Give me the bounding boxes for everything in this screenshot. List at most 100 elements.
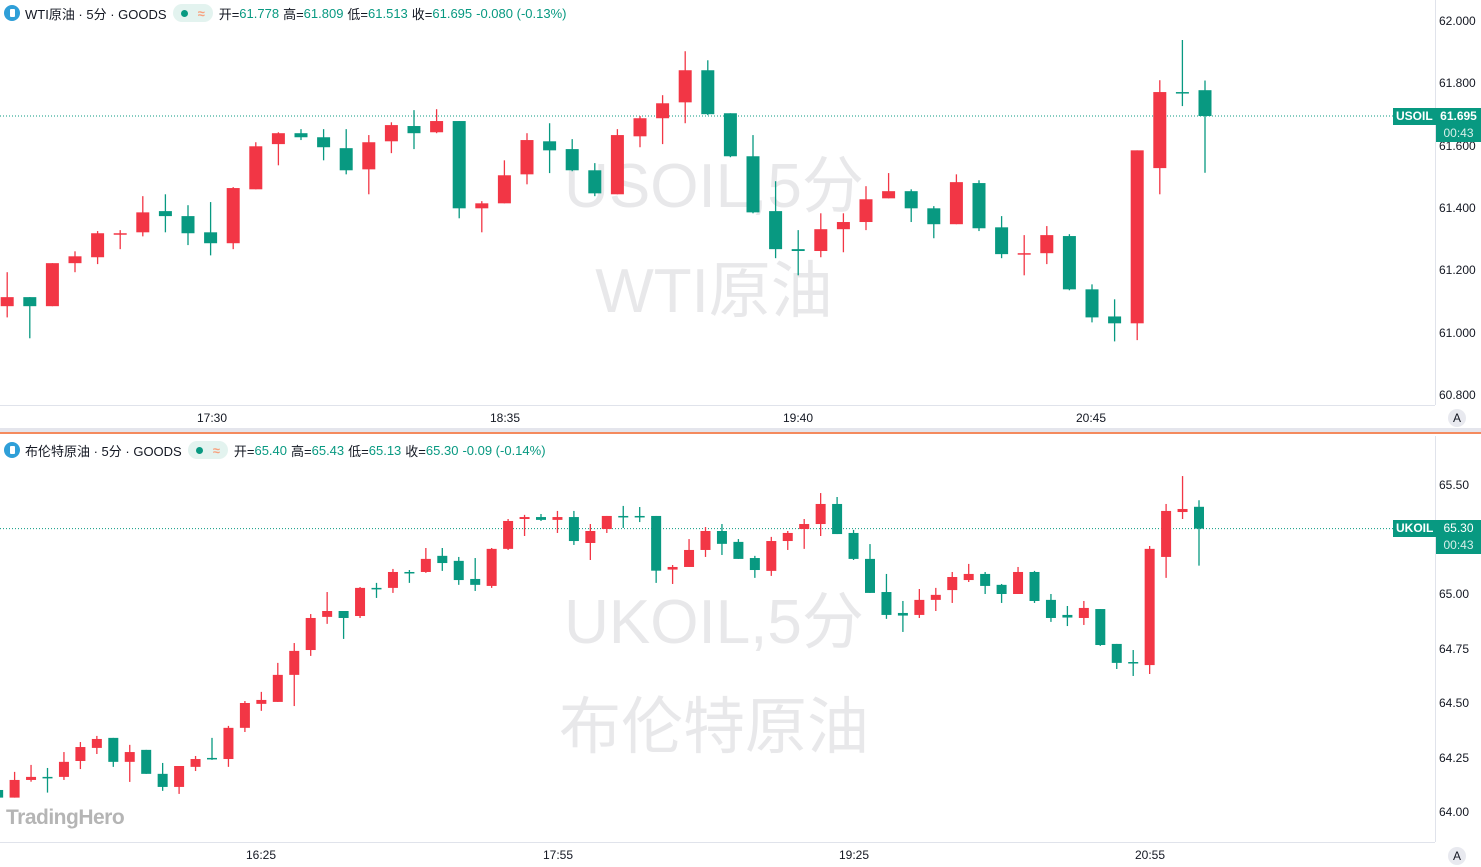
candle-up[interactable] [91,735,102,755]
candle-down[interactable] [470,558,481,591]
candle-up[interactable] [1017,235,1031,276]
candle-up[interactable] [782,530,793,550]
candle-down[interactable] [716,524,727,555]
candle-down[interactable] [996,583,1007,603]
market-status-pill[interactable]: ≈ [187,441,228,459]
candle-down[interactable] [437,548,448,571]
candle-up[interactable] [700,527,711,557]
candle-up[interactable] [226,187,240,250]
candle-up[interactable] [124,744,135,782]
candle-down[interactable] [634,507,645,523]
candle-down[interactable] [42,767,53,793]
brent-chart-pane[interactable]: UKOIL,5分 布伦特原油 65.50 65.00 64.75 64.50 64.25… [0,436,1481,842]
candle-up[interactable] [667,565,678,584]
candle-down[interactable] [453,556,464,585]
candle-up[interactable] [1153,80,1167,195]
candle-up[interactable] [190,755,201,772]
candle-up[interactable] [223,725,234,767]
candle-down[interactable] [181,205,195,246]
candle-down[interactable] [588,163,602,197]
candle-up[interactable] [136,196,150,237]
candle-up[interactable] [799,519,810,549]
candle-down[interactable] [371,582,382,598]
candle-down[interactable] [1085,284,1099,323]
candle-down[interactable] [1111,643,1122,669]
candle-down[interactable] [1062,234,1076,291]
candle-down[interactable] [1045,594,1056,622]
candle-down[interactable] [723,113,737,158]
wti-candlestick-chart[interactable] [0,0,1435,405]
candle-up[interactable] [497,160,511,204]
candle-down[interactable] [338,611,349,639]
candle-up[interactable] [239,701,250,732]
candle-down[interactable] [769,181,783,259]
candle-up[interactable] [1130,150,1144,341]
candle-down[interactable] [1095,609,1106,646]
candle-down[interactable] [0,789,4,798]
candle-up[interactable] [75,742,86,770]
candle-up[interactable] [174,766,185,794]
candle-up[interactable] [45,263,59,307]
candle-down[interactable] [1062,605,1073,627]
candle-down[interactable] [407,110,421,150]
candle-down[interactable] [157,762,168,791]
candle-down[interactable] [733,539,744,559]
candle-up[interactable] [930,587,941,612]
candle-down[interactable] [701,60,715,116]
candle-up[interactable] [430,109,444,134]
candle-down[interactable] [897,600,908,632]
candle-up[interactable] [519,514,530,537]
candle-up[interactable] [949,174,963,225]
candle-up[interactable] [766,536,777,576]
candle-up[interactable] [91,231,105,265]
candle-up[interactable] [610,129,624,195]
candle-down[interactable] [565,139,579,172]
candle-down[interactable] [23,297,37,339]
candle-down[interactable] [746,135,760,214]
candle-down[interactable] [339,129,353,175]
candle-up[interactable] [520,133,534,185]
candle-up[interactable] [355,587,366,618]
candle-up[interactable] [420,548,431,573]
candle-down[interactable] [207,737,217,760]
candle-down[interactable] [536,513,546,521]
candle-down[interactable] [749,555,760,578]
candle-down[interactable] [848,529,859,560]
candle-up[interactable] [678,51,692,124]
candle-down[interactable] [832,496,843,535]
candle-down[interactable] [980,571,991,594]
candle-down[interactable] [865,544,875,593]
candle-up[interactable] [552,510,563,533]
candle-down[interactable] [651,515,662,583]
pane-separator[interactable] [0,428,1481,432]
candle-up[interactable] [305,614,316,656]
candle-up[interactable] [289,643,300,707]
candle-up[interactable] [914,588,925,618]
candle-down[interactable] [791,230,805,276]
symbol-title[interactable]: WTI原油 · 5分 · GOODS [25,6,167,22]
symbol-title[interactable]: 布伦特原油 · 5分 · GOODS [25,443,182,459]
candle-up[interactable] [362,135,376,195]
candle-up[interactable] [656,95,670,145]
candle-up[interactable] [9,771,20,798]
candle-down[interactable] [927,206,941,239]
candle-down[interactable] [1175,40,1189,107]
candle-up[interactable] [815,493,826,537]
candle-up[interactable] [58,752,69,780]
auto-scale-button-bottom[interactable]: A [1448,847,1466,865]
candle-up[interactable] [271,132,285,166]
candle-up[interactable] [859,186,873,231]
candle-down[interactable] [141,749,152,774]
candle-up[interactable] [272,662,283,702]
candle-down[interactable] [904,189,918,223]
candle-up[interactable] [963,563,974,583]
candle-down[interactable] [1194,500,1204,566]
candle-up[interactable] [486,548,497,588]
time-axis-bottom[interactable]: 16:25 17:55 19:25 20:55 [0,842,1435,867]
candle-down[interactable] [204,202,218,256]
candle-down[interactable] [1198,80,1212,173]
candle-up[interactable] [947,571,958,603]
candle-down[interactable] [108,737,119,767]
candle-up[interactable] [1078,600,1089,625]
candle-up[interactable] [113,230,127,250]
